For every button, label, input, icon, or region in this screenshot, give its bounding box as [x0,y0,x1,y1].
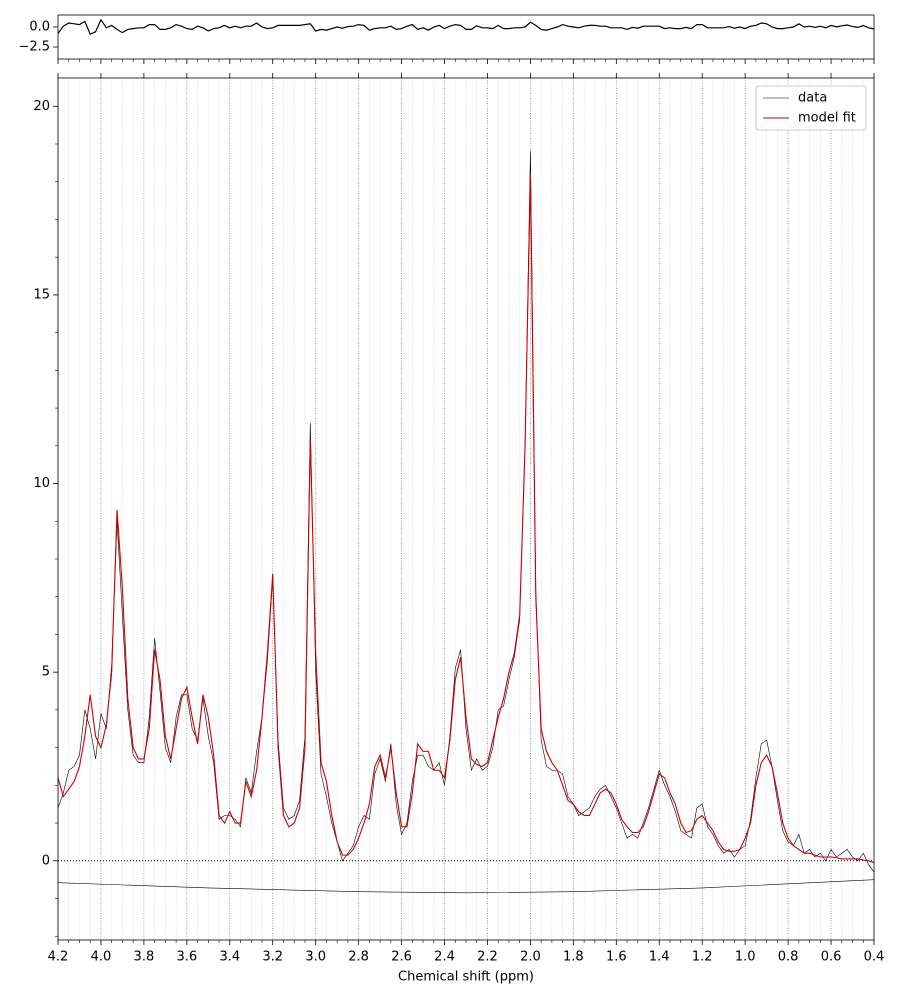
y-tick-label: 10 [33,476,50,491]
x-tick-label: 4.0 [91,950,112,965]
x-tick-label: 4.2 [48,950,69,965]
x-tick-label: 3.8 [134,950,155,965]
series-line [57,151,875,873]
x-tick-label: 2.4 [434,950,455,965]
legend-label: data [798,91,827,106]
baseline-line [57,879,875,894]
x-tick-label: 1.2 [692,950,713,965]
x-tick-label: 1.4 [649,950,670,965]
legend-label: model fit [798,111,856,126]
x-tick-label: 2.6 [391,950,412,965]
y-tick-label: 20 [33,99,50,114]
x-tick-label: 3.2 [262,950,283,965]
x-tick-label: 1.6 [606,950,627,965]
residual-frame [57,14,875,60]
y-tick-label: 15 [33,287,50,302]
series-line [57,174,875,864]
y-tick-label: 0 [42,853,50,868]
plot-frame [57,77,875,941]
residual-line [57,18,875,35]
y-tick-label: 5 [42,665,50,680]
x-tick-label: 3.0 [305,950,326,965]
x-tick-label: 3.6 [176,950,197,965]
x-tick-label: 0.8 [778,950,799,965]
x-tick-label: 0.6 [821,950,842,965]
x-tick-label: 1.0 [735,950,756,965]
x-tick-label: 1.8 [563,950,584,965]
x-tick-label: 2.8 [348,950,369,965]
x-tick-label: 2.2 [477,950,498,965]
x-axis-label: Chemical shift (ppm) [398,970,534,985]
residual-y-tick-label: −2.5 [18,40,50,55]
legend-box [755,85,867,131]
x-tick-label: 3.4 [219,950,240,965]
residual-y-tick-label: 0.0 [29,20,50,35]
x-tick-label: 2.0 [520,950,541,965]
x-tick-label: 0.4 [864,950,885,965]
